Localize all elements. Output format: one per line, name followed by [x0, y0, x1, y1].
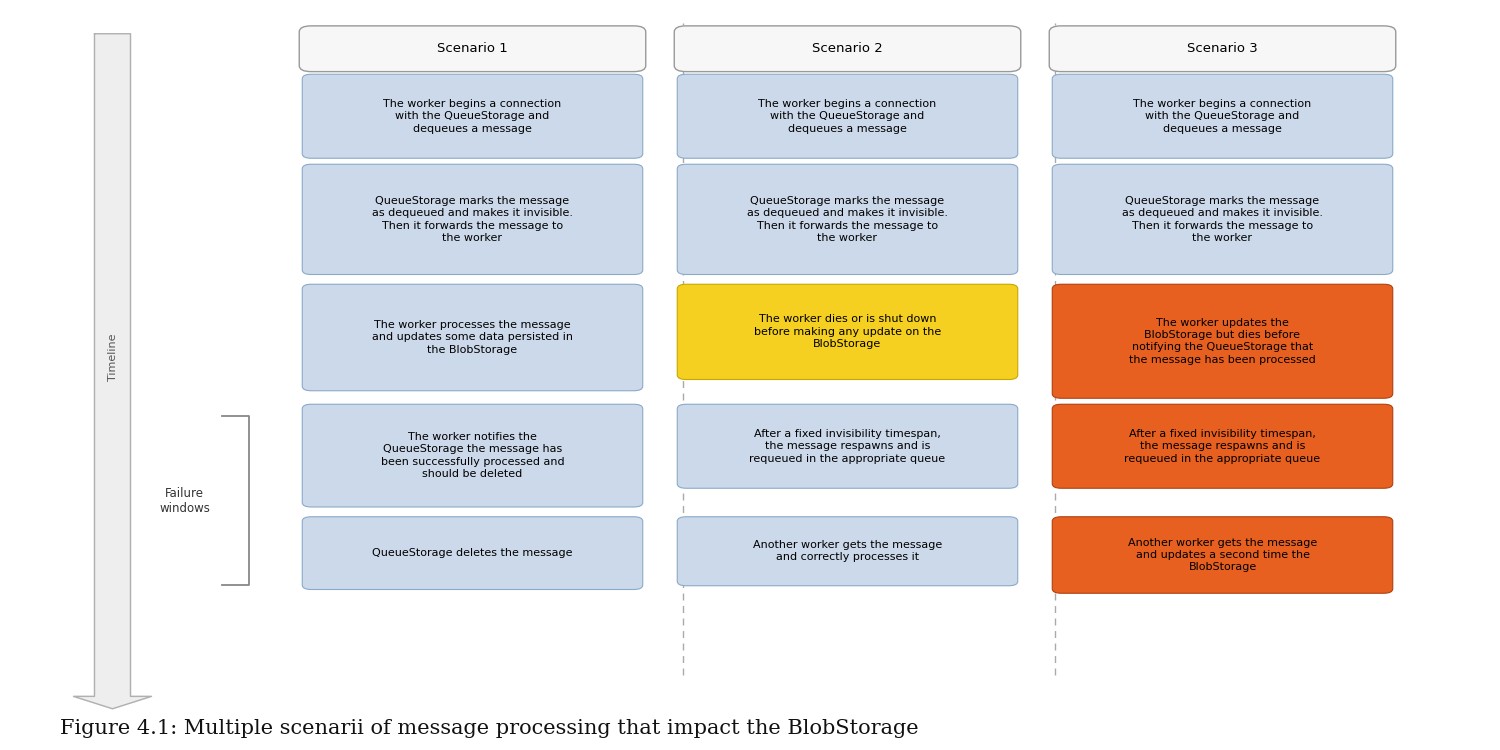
- FancyBboxPatch shape: [302, 74, 642, 158]
- FancyBboxPatch shape: [676, 164, 1017, 274]
- Text: The worker begins a connection
with the QueueStorage and
dequeues a message: The worker begins a connection with the …: [384, 99, 561, 134]
- Text: Another worker gets the message
and correctly processes it: Another worker gets the message and corr…: [753, 540, 942, 562]
- FancyBboxPatch shape: [302, 517, 642, 590]
- Text: Another worker gets the message
and updates a second time the
BlobStorage: Another worker gets the message and upda…: [1128, 538, 1317, 572]
- Polygon shape: [74, 34, 152, 709]
- Text: Scenario 1: Scenario 1: [436, 42, 508, 56]
- Text: The worker notifies the
QueueStorage the message has
been successfully processed: The worker notifies the QueueStorage the…: [381, 432, 564, 479]
- FancyBboxPatch shape: [1052, 74, 1392, 158]
- Text: The worker begins a connection
with the QueueStorage and
dequeues a message: The worker begins a connection with the …: [759, 99, 936, 134]
- FancyBboxPatch shape: [674, 26, 1020, 71]
- FancyBboxPatch shape: [302, 164, 642, 274]
- Text: The worker updates the
BlobStorage but dies before
notifying the QueueStorage th: The worker updates the BlobStorage but d…: [1130, 318, 1316, 364]
- Text: After a fixed invisibility timespan,
the message respawns and is
requeued in the: After a fixed invisibility timespan, the…: [750, 429, 945, 464]
- Text: Scenario 2: Scenario 2: [812, 42, 883, 56]
- FancyBboxPatch shape: [298, 26, 645, 71]
- FancyBboxPatch shape: [676, 517, 1017, 586]
- FancyBboxPatch shape: [1052, 517, 1392, 593]
- FancyBboxPatch shape: [302, 404, 642, 507]
- Text: The worker begins a connection
with the QueueStorage and
dequeues a message: The worker begins a connection with the …: [1134, 99, 1311, 134]
- Text: Timeline: Timeline: [108, 334, 117, 381]
- Text: Figure 4.1: Multiple scenarii of message processing that impact the BlobStorage: Figure 4.1: Multiple scenarii of message…: [60, 719, 918, 739]
- Text: QueueStorage marks the message
as dequeued and makes it invisible.
Then it forwa: QueueStorage marks the message as dequeu…: [747, 196, 948, 243]
- Text: The worker processes the message
and updates some data persisted in
the BlobStor: The worker processes the message and upd…: [372, 320, 573, 355]
- FancyBboxPatch shape: [676, 284, 1017, 380]
- FancyBboxPatch shape: [676, 74, 1017, 158]
- Text: QueueStorage marks the message
as dequeued and makes it invisible.
Then it forwa: QueueStorage marks the message as dequeu…: [1122, 196, 1323, 243]
- FancyBboxPatch shape: [1052, 404, 1392, 488]
- Text: After a fixed invisibility timespan,
the message respawns and is
requeued in the: After a fixed invisibility timespan, the…: [1125, 429, 1320, 464]
- Text: Failure
windows: Failure windows: [159, 487, 210, 514]
- Text: Scenario 3: Scenario 3: [1186, 42, 1258, 56]
- FancyBboxPatch shape: [302, 284, 642, 391]
- Text: QueueStorage deletes the message: QueueStorage deletes the message: [372, 548, 573, 558]
- FancyBboxPatch shape: [676, 404, 1017, 488]
- Text: QueueStorage marks the message
as dequeued and makes it invisible.
Then it forwa: QueueStorage marks the message as dequeu…: [372, 196, 573, 243]
- FancyBboxPatch shape: [1052, 284, 1392, 398]
- FancyBboxPatch shape: [1052, 164, 1392, 274]
- Text: The worker dies or is shut down
before making any update on the
BlobStorage: The worker dies or is shut down before m…: [754, 314, 940, 350]
- FancyBboxPatch shape: [1048, 26, 1395, 71]
